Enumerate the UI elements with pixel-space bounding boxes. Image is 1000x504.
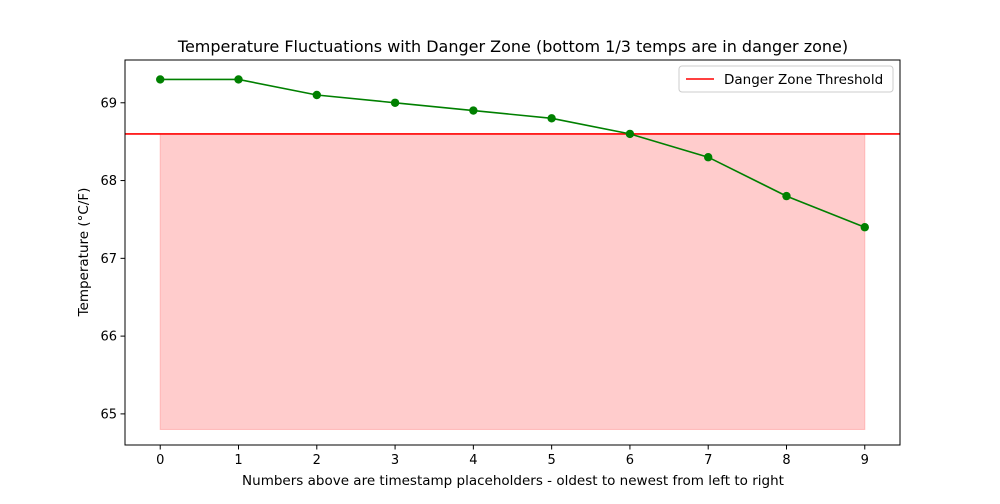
data-point-5 <box>547 114 556 123</box>
data-point-6 <box>625 129 635 139</box>
y-axis-label: Temperature (°C/F) <box>76 188 92 318</box>
x-axis-label: Numbers above are timestamp placeholders… <box>242 473 784 489</box>
x-tick-label-5: 5 <box>548 453 556 468</box>
x-tick-label-9: 9 <box>861 453 869 468</box>
data-point-0 <box>156 75 165 84</box>
x-tick-label-2: 2 <box>313 453 321 468</box>
data-point-3 <box>390 98 400 107</box>
y-tick-label-3: 68 <box>100 174 117 189</box>
y-tick-label-1: 66 <box>100 330 117 345</box>
data-point-8 <box>782 191 791 201</box>
danger-zone-fill <box>159 133 866 430</box>
data-point-1 <box>234 75 243 84</box>
chart-title: Temperature Fluctuations with Danger Zon… <box>177 37 848 56</box>
axes-frame <box>124 59 901 446</box>
data-point-2 <box>312 90 321 100</box>
x-tick-label-0: 0 <box>156 453 164 468</box>
y-tick-label-4: 69 <box>100 96 117 111</box>
series-line-0 <box>160 78 866 228</box>
data-point-7 <box>704 153 713 162</box>
x-tick-label-1: 1 <box>234 453 242 468</box>
x-tick-label-3: 3 <box>391 453 399 468</box>
legend-box <box>678 65 894 93</box>
y-tick-label-0: 65 <box>100 407 117 422</box>
legend: Danger Zone Threshold <box>678 65 894 93</box>
x-tick-label-4: 4 <box>469 453 477 468</box>
data-point-9 <box>860 223 869 232</box>
legend-label-threshold: Danger Zone Threshold <box>724 72 883 88</box>
x-tick-label-7: 7 <box>704 453 712 468</box>
x-tick-label-6: 6 <box>626 453 634 468</box>
y-tick-label-2: 67 <box>100 252 117 267</box>
x-tick-label-8: 8 <box>782 453 790 468</box>
data-point-4 <box>469 106 478 115</box>
